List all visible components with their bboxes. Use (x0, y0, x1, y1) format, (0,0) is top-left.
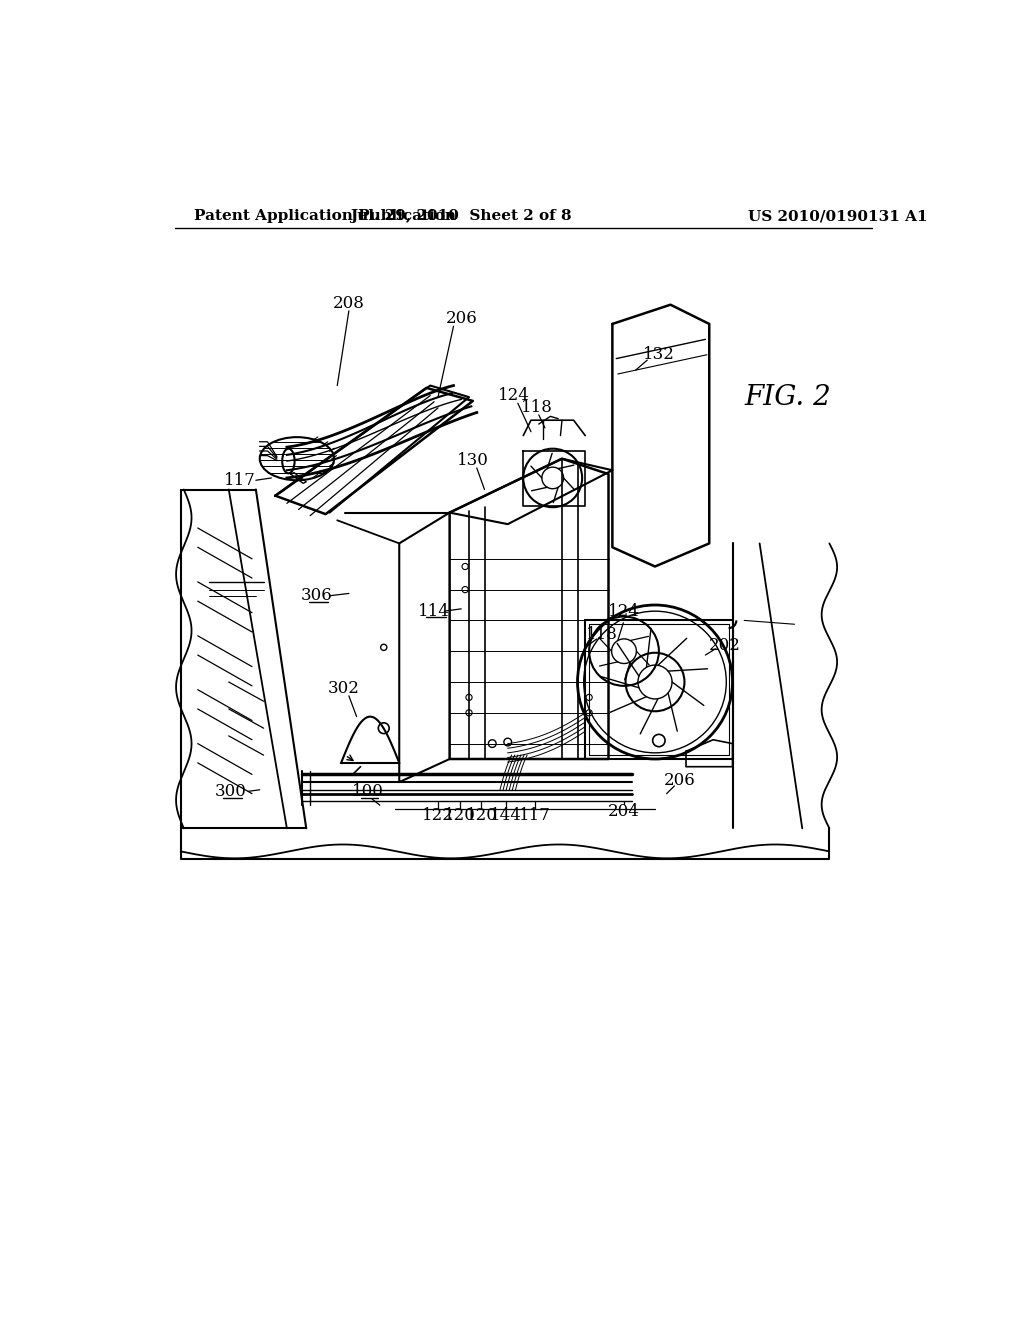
Text: 144: 144 (490, 807, 522, 824)
Text: 118: 118 (587, 626, 618, 643)
Text: 124: 124 (608, 603, 640, 619)
Text: FIG. 2: FIG. 2 (744, 384, 830, 411)
Text: 100: 100 (352, 783, 384, 800)
Text: 117: 117 (224, 471, 256, 488)
Text: 306: 306 (300, 587, 332, 605)
Text: 120: 120 (466, 807, 498, 824)
Text: 130: 130 (457, 451, 488, 469)
Text: 117: 117 (519, 807, 551, 824)
Text: 202: 202 (709, 636, 740, 653)
Text: 114: 114 (418, 603, 451, 619)
Text: 132: 132 (643, 346, 675, 363)
Text: Jul. 29, 2010  Sheet 2 of 8: Jul. 29, 2010 Sheet 2 of 8 (350, 209, 572, 223)
Text: 206: 206 (445, 310, 477, 327)
Text: 124: 124 (498, 387, 529, 404)
Text: 302: 302 (328, 680, 359, 697)
Text: 300: 300 (215, 783, 247, 800)
Text: US 2010/0190131 A1: US 2010/0190131 A1 (748, 209, 928, 223)
Text: 118: 118 (521, 399, 553, 416)
Text: 206: 206 (664, 772, 695, 789)
Text: 208: 208 (333, 294, 365, 312)
Text: 204: 204 (608, 803, 640, 820)
Text: Patent Application Publication: Patent Application Publication (194, 209, 456, 223)
Text: 120: 120 (443, 807, 475, 824)
Text: 122: 122 (422, 807, 454, 824)
